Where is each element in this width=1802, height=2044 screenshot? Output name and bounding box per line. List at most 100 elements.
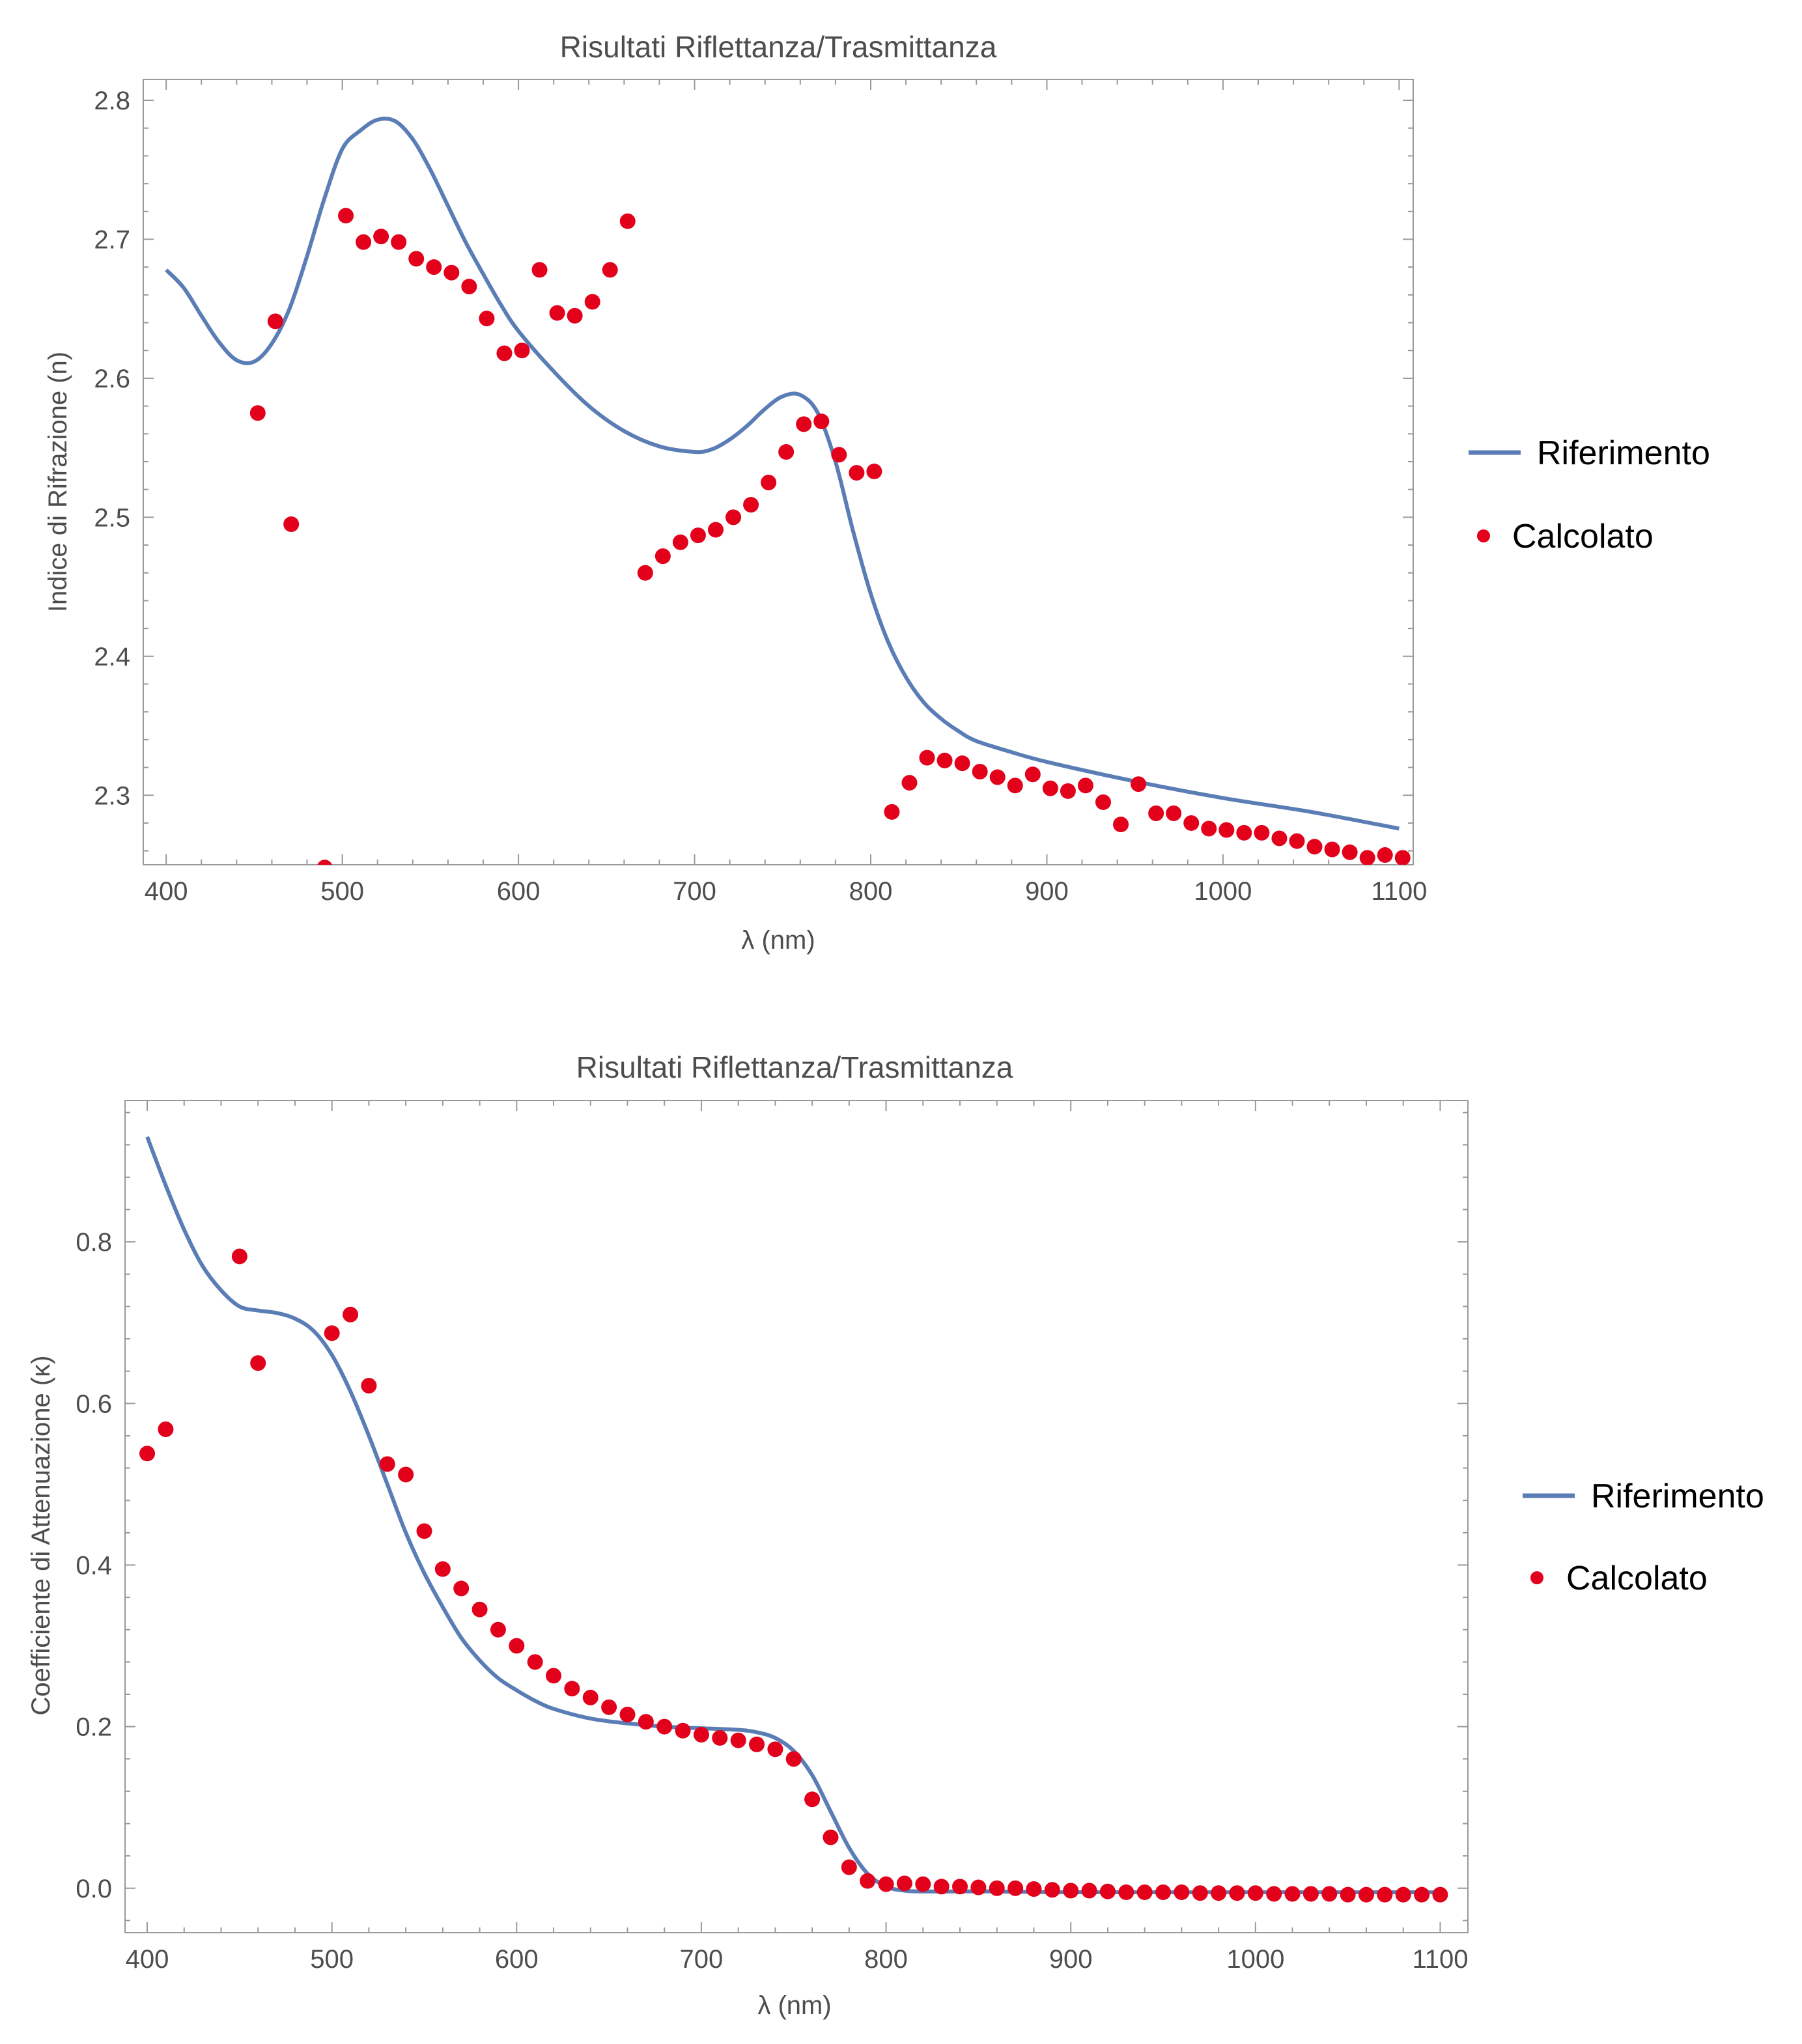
chart-2-computed-point: [878, 1876, 894, 1892]
chart-1-computed-point: [901, 775, 918, 791]
chart-1-computed-point: [866, 463, 882, 479]
chart-2-computed-point: [361, 1377, 377, 1393]
chart-2-computed-point: [989, 1880, 1005, 1896]
chart-1-computed-point: [338, 208, 354, 224]
chart-2-computed-point: [675, 1722, 691, 1739]
chart-attenuation-coefficient: Risultati Riflettanza/Trasmittanza 400 50…: [27, 1050, 1764, 2020]
chart-2-computed-point: [527, 1654, 543, 1670]
chart-2-computed-point: [730, 1732, 746, 1748]
chart-1-frame: [143, 79, 1414, 865]
chart-1-computed-point: [514, 343, 530, 359]
chart-2-computed-point: [1321, 1886, 1338, 1902]
chart-1-computed-point: [849, 465, 865, 481]
chart-2-computed-point: [564, 1681, 580, 1697]
chart-1-computed-point: [584, 294, 600, 310]
chart-2-computed-point: [250, 1355, 266, 1371]
chart-2-computed-point: [767, 1741, 783, 1757]
chart-1-computed-point: [249, 405, 266, 421]
chart-1-legend-label-computed: Calcolato: [1512, 518, 1654, 555]
chart-1-computed-point: [1377, 847, 1393, 863]
chart-2-legend: Riferimento Calcolato: [1523, 1477, 1764, 1597]
chart-2-x-tick-label: 600: [495, 1945, 539, 1974]
chart-2-computed-point: [970, 1879, 987, 1896]
chart-1-computed-point: [743, 497, 759, 513]
chart-1-y-tick-label: 2.5: [94, 503, 130, 532]
chart-1-computed-point: [1289, 833, 1305, 849]
chart-1-computed-point: [707, 522, 724, 538]
chart-2-y-tick-label: 0.4: [76, 1551, 112, 1580]
chart-1-computed-point: [1042, 780, 1058, 796]
chart-2-computed-point: [638, 1714, 654, 1730]
chart-1-computed-point: [567, 307, 583, 324]
chart-2-computed-point: [1302, 1886, 1319, 1902]
chart-2-computed-point: [1044, 1882, 1060, 1898]
chart-2-computed-point: [1395, 1886, 1411, 1903]
chart-2-computed-point: [693, 1727, 709, 1743]
chart-1-computed-point: [1271, 830, 1288, 847]
chart-1-computed-point: [1254, 824, 1270, 841]
chart-1-x-tick-label: 1100: [1371, 877, 1427, 906]
chart-2-computed-point: [1007, 1880, 1024, 1896]
chart-1-computed-point: [972, 763, 988, 779]
chart-2-computed-point: [841, 1859, 857, 1875]
chart-1-computed-point: [761, 475, 777, 491]
chart-2-computed-point: [860, 1873, 876, 1889]
chart-2-x-tick-label: 900: [1049, 1945, 1093, 1974]
chart-1-computed-point: [356, 234, 372, 250]
chart-2-computed-point: [896, 1875, 912, 1892]
chart-2-x-tick-label: 700: [680, 1945, 724, 1974]
chart-2-computed-point: [1081, 1883, 1097, 1899]
chart-1-computed-point: [1131, 776, 1147, 792]
chart-1-computed-point: [531, 262, 548, 278]
chart-2-computed-point: [1136, 1884, 1153, 1900]
chart-2-computed-point: [1359, 1886, 1375, 1903]
chart-1-y-axis-label: Indice di Rifrazione (n): [44, 352, 72, 612]
chart-1-computed-point: [267, 313, 283, 329]
chart-2-computed-point: [785, 1751, 802, 1767]
chart-1-computed-point: [1218, 822, 1235, 838]
chart-1-x-tick-label: 400: [145, 877, 188, 906]
chart-2-computed-point: [933, 1879, 950, 1895]
chart-1-computed-point: [1201, 820, 1217, 837]
chart-1-plot: 400 500 600 700 800 900 1000 1100 2.3 2.4 2.5 2.6 2.…: [94, 79, 1427, 906]
chart-1-computed-point: [373, 229, 389, 245]
chart-1-computed-point: [1113, 817, 1129, 833]
chart-1-computed-point: [1060, 783, 1076, 799]
chart-2-plot: 400 500 600 700 800 900 1000 1100 0.0 0.2 0.4 0.6 0.…: [76, 1100, 1469, 1974]
chart-2-computed-point: [582, 1689, 598, 1705]
chart-2-frame: [124, 1100, 1469, 1933]
chart-1-x-tick-label: 500: [320, 877, 364, 906]
chart-1-x-tick-label: 800: [849, 877, 893, 906]
chart-2-legend-label-reference: Riferimento: [1591, 1477, 1764, 1515]
chart-2-title: Risultati Riflettanza/Trasmittanza: [576, 1050, 1013, 1084]
chart-2-computed-point: [656, 1718, 673, 1735]
chart-1-y-tick-label: 2.4: [94, 643, 130, 671]
chart-1-computed-point: [725, 509, 742, 525]
chart-1-computed-point: [1324, 841, 1340, 858]
chart-1-computed-point: [391, 234, 407, 250]
chart-2-y-axis-label: Coefficiente di Attenuazione (κ): [27, 1356, 55, 1716]
chart-2-computed-point: [379, 1456, 395, 1472]
chart-1-x-tick-label: 700: [673, 877, 716, 906]
chart-1-legend-label-reference: Riferimento: [1537, 434, 1710, 472]
chart-2-computed-point: [158, 1421, 174, 1437]
chart-1-computed-point: [317, 860, 332, 865]
chart-1-computed-point: [919, 749, 935, 766]
chart-2-x-tick-label: 800: [864, 1945, 908, 1974]
chart-2-computed-point: [1026, 1881, 1042, 1897]
chart-1-computed-point: [690, 527, 706, 544]
chart-1-computed-point: [936, 752, 953, 768]
chart-2-x-axis-label: λ (nm): [757, 1991, 831, 2020]
chart-2-computed-point: [952, 1879, 968, 1895]
chart-1-computed-point: [989, 769, 1006, 785]
chart-2-computed-point: [712, 1729, 728, 1746]
chart-1-reference-line: [165, 117, 1400, 831]
chart-2-computed-point: [1099, 1883, 1116, 1899]
chart-2-computed-point: [490, 1621, 506, 1638]
chart-1-computed-point: [602, 262, 618, 278]
chart-1-computed-point: [479, 311, 495, 327]
chart-2-computed-point: [1266, 1886, 1282, 1902]
chart-1-computed-point: [1077, 777, 1093, 794]
chart-1-computed-point: [884, 804, 900, 820]
